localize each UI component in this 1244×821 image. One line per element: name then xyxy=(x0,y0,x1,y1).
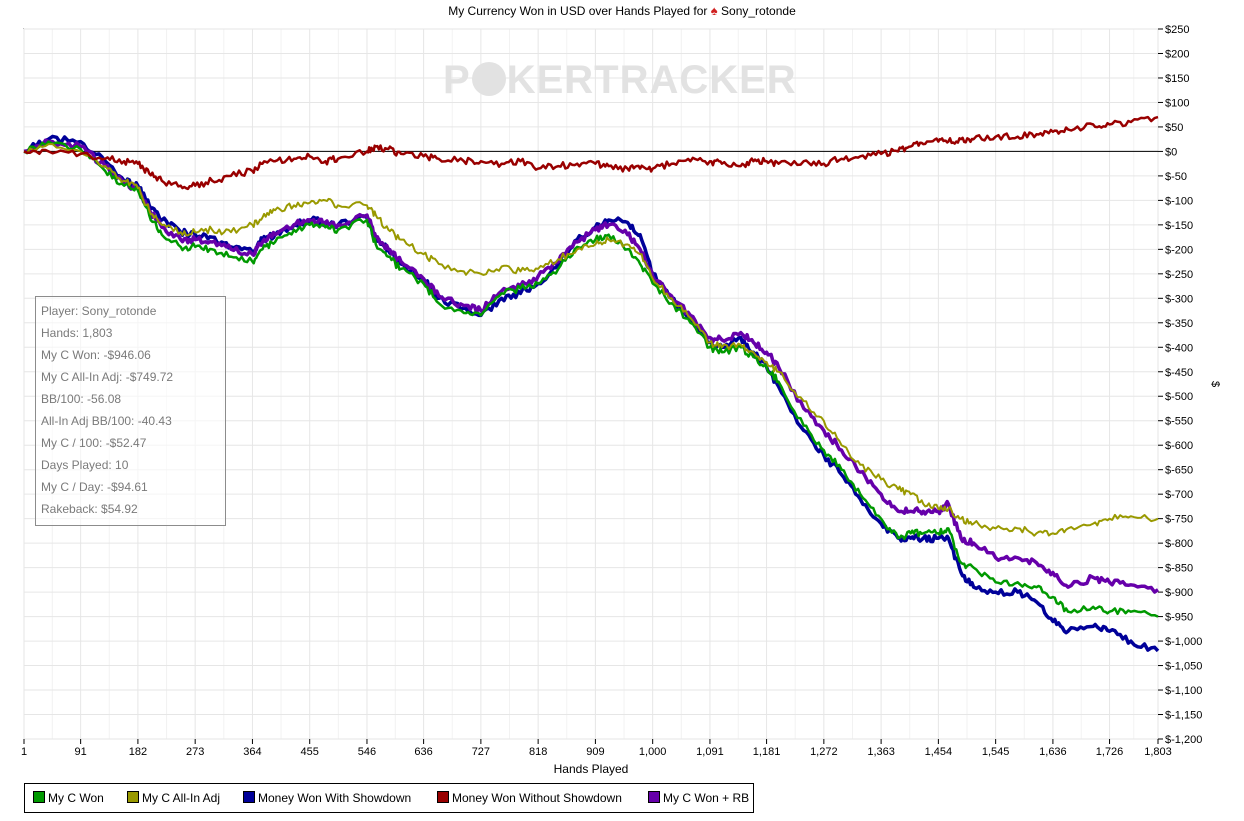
x-tick-label: 273 xyxy=(186,746,204,758)
y-tick-label: $-900 xyxy=(1165,587,1193,599)
legend-swatch xyxy=(127,791,139,803)
y-tick-label: $0 xyxy=(1165,146,1177,158)
y-tick-label: $-1,000 xyxy=(1165,636,1202,648)
y-tick-label: $-450 xyxy=(1165,367,1193,379)
series-line-my-c-won-rb xyxy=(23,138,1159,594)
stats-infobox: Player: Sony_rotonde Hands: 1,803 My C W… xyxy=(35,296,226,526)
info-my-c-won: My C Won: -$946.06 xyxy=(41,348,151,362)
y-tick-label: $-550 xyxy=(1165,416,1193,428)
y-tick-label: $200 xyxy=(1165,48,1189,60)
series-line-my-c-all-in-adj xyxy=(23,143,1159,537)
x-tick-label: 182 xyxy=(129,746,147,758)
grid-lines xyxy=(23,28,1159,740)
legend-swatch xyxy=(243,791,255,803)
y-tick-label: $-700 xyxy=(1165,489,1193,501)
x-tick-label: 546 xyxy=(358,746,376,758)
y-tick-label: $-800 xyxy=(1165,538,1193,550)
legend-item-without-showdown[interactable]: Money Won Without Showdown xyxy=(437,791,622,805)
legend-label: Money Won With Showdown xyxy=(258,791,412,805)
y-tick-label: $250 xyxy=(1165,24,1189,36)
y-tick-label: $-100 xyxy=(1165,195,1193,207)
watermark-text-left: P xyxy=(443,58,471,102)
legend-item-my-c-won[interactable]: My C Won xyxy=(33,791,104,805)
poker-chip-icon xyxy=(471,62,506,96)
legend-item-with-showdown[interactable]: Money Won With Showdown xyxy=(243,791,411,805)
legend-label: My C All-In Adj xyxy=(142,791,221,805)
chart-title-text: My Currency Won in USD over Hands Played… xyxy=(448,4,708,18)
x-tick-label: 1,181 xyxy=(753,746,781,758)
info-all-in-bb-100: All-In Adj BB/100: -40.43 xyxy=(41,414,172,428)
y-tick-label: $-250 xyxy=(1165,269,1193,281)
y-tick-label: $-50 xyxy=(1165,171,1187,183)
info-hands: Hands: 1,803 xyxy=(41,326,113,340)
y-tick-label: $100 xyxy=(1165,97,1189,109)
info-all-in-adj: My C All-In Adj: -$749.72 xyxy=(41,370,174,384)
spade-icon: ♠ xyxy=(710,3,718,18)
legend-item-my-c-won-rb[interactable]: My C Won + RB xyxy=(648,791,749,805)
x-tick-label: 1,272 xyxy=(810,746,838,758)
x-tick-label: 727 xyxy=(472,746,490,758)
y-tick-label: $-650 xyxy=(1165,465,1193,477)
legend-item-all-in-adj[interactable]: My C All-In Adj xyxy=(127,791,220,805)
legend-label: My C Won xyxy=(48,791,104,805)
legend-swatch xyxy=(648,791,660,803)
legend-label: Money Won Without Showdown xyxy=(452,791,622,805)
pokertracker-watermark: P KERTRACKER xyxy=(443,58,797,103)
x-tick-label: 364 xyxy=(243,746,261,758)
y-tick-label: $-150 xyxy=(1165,220,1193,232)
info-days-played: Days Played: 10 xyxy=(41,458,129,472)
watermark-text-right: KERTRACKER xyxy=(506,58,797,102)
x-tick-label: 1,454 xyxy=(925,746,953,758)
y-tick-label: $-350 xyxy=(1165,318,1193,330)
legend-swatch xyxy=(33,791,45,803)
x-tick-label: 1,636 xyxy=(1039,746,1067,758)
info-my-c-day: My C / Day: -$94.61 xyxy=(41,480,148,494)
y-tick-label: $-400 xyxy=(1165,342,1193,354)
y-tick-label: $-200 xyxy=(1165,244,1193,256)
y-axis-ticks: $250 $200 $150 $100 $50 $0 $-50 $-100 $-150 $-200… xyxy=(1158,24,1202,746)
x-tick-label: 91 xyxy=(75,746,87,758)
x-tick-label: 455 xyxy=(301,746,319,758)
legend-label: My C Won + RB xyxy=(663,791,750,805)
chart-title: My Currency Won in USD over Hands Played… xyxy=(0,3,1244,18)
y-tick-label: $-950 xyxy=(1165,612,1193,624)
series-lines xyxy=(23,115,1160,653)
x-tick-label: 1,726 xyxy=(1096,746,1124,758)
y-tick-label: $-1,100 xyxy=(1165,685,1202,697)
y-tick-label: $-850 xyxy=(1165,563,1193,575)
legend: My C Won My C All-In Adj Money Won With … xyxy=(24,783,754,813)
y-tick-label: $-600 xyxy=(1165,440,1193,452)
y-tick-label: $-1,150 xyxy=(1165,710,1202,722)
x-tick-label: 1,091 xyxy=(696,746,724,758)
x-axis-ticks: 1 91 182 273 364 455 546 636 727 818 909 1,000 1,091… xyxy=(21,739,1172,758)
x-axis-label: Hands Played xyxy=(553,762,629,776)
x-tick-label: 1,363 xyxy=(867,746,895,758)
x-tick-label: 1,803 xyxy=(1144,746,1172,758)
info-rakeback: Rakeback: $54.92 xyxy=(41,502,138,516)
y-tick-label: $-300 xyxy=(1165,293,1193,305)
info-player: Player: Sony_rotonde xyxy=(41,304,157,318)
chart-title-player: Sony_rotonde xyxy=(721,4,796,18)
x-tick-label: 1,545 xyxy=(982,746,1010,758)
x-tick-label: 636 xyxy=(414,746,432,758)
y-tick-label: $-1,200 xyxy=(1165,734,1202,746)
x-tick-label: 1 xyxy=(21,746,27,758)
series-line-my-c-won xyxy=(23,140,1159,618)
info-bb-100: BB/100: -56.08 xyxy=(41,392,122,406)
x-tick-label: 1,000 xyxy=(639,746,667,758)
x-tick-label: 818 xyxy=(529,746,547,758)
legend-swatch xyxy=(437,791,449,803)
series-line-money-won-without-showdown xyxy=(23,115,1159,191)
y-tick-label: $150 xyxy=(1165,73,1189,85)
y-tick-label: $-750 xyxy=(1165,514,1193,526)
info-my-c-100: My C / 100: -$52.47 xyxy=(41,436,147,450)
y-tick-label: $-500 xyxy=(1165,391,1193,403)
x-tick-label: 909 xyxy=(586,746,604,758)
y-tick-label: $50 xyxy=(1165,122,1183,134)
y-tick-label: $-1,050 xyxy=(1165,661,1202,673)
y-axis-label: $ xyxy=(1209,380,1222,388)
